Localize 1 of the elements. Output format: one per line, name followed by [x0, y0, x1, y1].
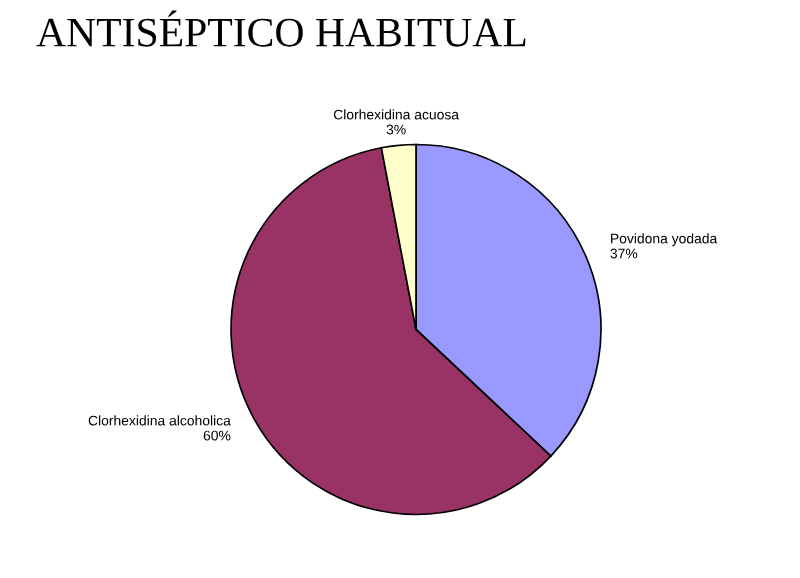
chart-title: ANTISÉPTICO HABITUAL: [36, 10, 526, 47]
